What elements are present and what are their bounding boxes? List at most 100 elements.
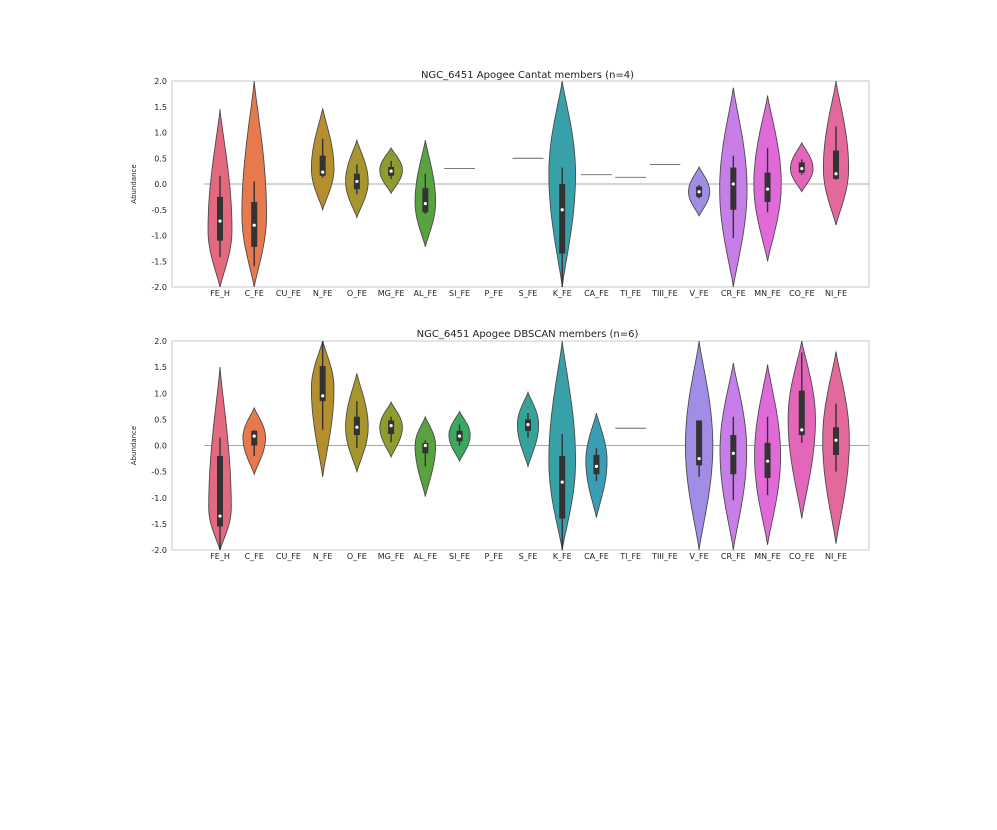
y-tick-label: -1.5 xyxy=(151,257,167,266)
y-tick-label: 0.0 xyxy=(154,442,167,451)
x-tick-label: CA_FE xyxy=(584,289,609,298)
violin-iqr-box xyxy=(833,150,839,179)
violin-median-dot xyxy=(423,201,427,206)
violin-median-dot xyxy=(423,443,427,448)
x-tick-label: N_FE xyxy=(313,552,333,561)
y-tick-label: 0.5 xyxy=(154,154,167,163)
violin-median-dot xyxy=(355,425,359,429)
violin-median-dot xyxy=(321,170,325,174)
violin-median-dot xyxy=(800,428,804,432)
x-tick-label: V_FE xyxy=(690,289,709,298)
y-tick-label: 0.5 xyxy=(154,415,167,424)
violin-median-dot xyxy=(321,394,325,398)
violin-median-dot xyxy=(389,424,393,428)
x-tick-label: SI_FE xyxy=(449,552,470,561)
violin-median-dot xyxy=(457,434,462,438)
x-tick-label: AL_FE xyxy=(414,289,438,298)
chart-title: NGC_6451 Apogee DBSCAN members (n=6) xyxy=(417,329,639,340)
y-tick-label: -1.0 xyxy=(151,232,167,241)
x-tick-label: K_FE xyxy=(553,552,572,561)
x-tick-label: MG_FE xyxy=(378,552,405,561)
x-tick-label: K_FE xyxy=(553,289,572,298)
violin-median-dot xyxy=(834,172,838,176)
x-tick-label: TI_FE xyxy=(619,289,641,298)
x-tick-label: V_FE xyxy=(690,552,709,561)
y-tick-label: -1.5 xyxy=(151,520,167,529)
x-tick-label: C_FE xyxy=(245,552,264,561)
x-tick-label: CA_FE xyxy=(584,552,609,561)
violin-iqr-box xyxy=(559,455,566,519)
y-axis-label: Abundance xyxy=(130,426,138,465)
x-tick-label: CR_FE xyxy=(721,289,746,298)
x-tick-label: O_FE xyxy=(347,552,367,561)
violin-median-dot xyxy=(560,208,564,212)
y-tick-label: 2.0 xyxy=(154,337,167,346)
y-tick-label: -0.5 xyxy=(151,468,167,477)
y-tick-label: -1.0 xyxy=(151,494,167,503)
violin-iqr-box xyxy=(593,454,600,475)
x-tick-label: P_FE xyxy=(485,552,503,561)
x-tick-label: CU_FE xyxy=(276,289,301,298)
subplot-1: NGC_6451 Apogee Cantat members (n=4) Abun… xyxy=(130,70,870,298)
x-tick-label: TI_FE xyxy=(619,552,641,561)
violin-median-dot xyxy=(834,438,838,442)
x-tick-label: C_FE xyxy=(245,289,264,298)
violin-median-dot xyxy=(765,459,770,463)
x-tick-label: CO_FE xyxy=(789,552,815,561)
violin-iqr-box xyxy=(319,366,326,402)
x-tick-label: MG_FE xyxy=(378,289,405,298)
violin-median-dot xyxy=(355,179,359,184)
violin-median-dot xyxy=(389,169,393,173)
y-tick-label: -2.0 xyxy=(151,546,167,555)
violin-iqr-box xyxy=(217,455,223,527)
violin-median-dot xyxy=(765,187,770,191)
y-tick-label: -2.0 xyxy=(151,283,167,292)
x-tick-label: CR_FE xyxy=(721,552,746,561)
x-tick-label: TIII_FE xyxy=(651,552,678,561)
chart-title: NGC_6451 Apogee Cantat members (n=4) xyxy=(421,70,634,81)
x-tick-label: O_FE xyxy=(347,289,367,298)
x-tick-label: S_FE xyxy=(519,552,538,561)
x-tick-label: FE_H xyxy=(210,289,230,298)
x-tick-label: NI_FE xyxy=(825,552,847,561)
violin-median-dot xyxy=(697,456,701,461)
y-tick-label: 1.5 xyxy=(154,363,167,372)
violin-median-dot xyxy=(218,219,222,223)
subplot-2: NGC_6451 Apogee DBSCAN members (n=6) Abun… xyxy=(130,329,870,561)
violin-median-dot xyxy=(252,223,256,227)
violin-median-dot xyxy=(800,166,804,171)
y-tick-label: 2.0 xyxy=(154,77,167,86)
violin-iqr-box xyxy=(696,420,703,466)
violin-median-dot xyxy=(594,464,599,468)
y-tick-label: -0.5 xyxy=(151,206,167,215)
violin-median-dot xyxy=(526,423,530,427)
violin-iqr-box xyxy=(559,184,566,254)
violin-median-dot xyxy=(731,182,735,186)
violin-iqr-box xyxy=(422,442,429,454)
x-tick-label: AL_FE xyxy=(414,552,438,561)
violin-median-dot xyxy=(731,451,735,455)
violin-iqr-box xyxy=(217,196,223,241)
x-tick-label: TIII_FE xyxy=(651,289,678,298)
violin-iqr-box xyxy=(422,188,429,213)
y-tick-label: 1.5 xyxy=(154,103,167,112)
violin-median-dot xyxy=(560,480,564,484)
y-axis-label: Abundance xyxy=(130,164,138,203)
x-tick-label: N_FE xyxy=(313,289,333,298)
x-tick-label: SI_FE xyxy=(449,289,470,298)
y-tick-label: 1.0 xyxy=(154,129,167,138)
y-tick-label: 0.0 xyxy=(154,180,167,189)
x-tick-label: S_FE xyxy=(519,289,538,298)
violin-median-dot xyxy=(218,514,222,518)
x-tick-label: MN_FE xyxy=(754,289,781,298)
violin-iqr-box xyxy=(764,172,771,203)
violin-iqr-box xyxy=(798,390,805,436)
x-tick-label: NI_FE xyxy=(825,289,847,298)
violin-iqr-box xyxy=(319,155,326,176)
x-tick-label: FE_H xyxy=(210,552,230,561)
violin-median-dot xyxy=(252,434,256,438)
y-tick-label: 1.0 xyxy=(154,389,167,398)
violin-iqr-box xyxy=(730,167,737,210)
violin-median-dot xyxy=(697,190,701,194)
